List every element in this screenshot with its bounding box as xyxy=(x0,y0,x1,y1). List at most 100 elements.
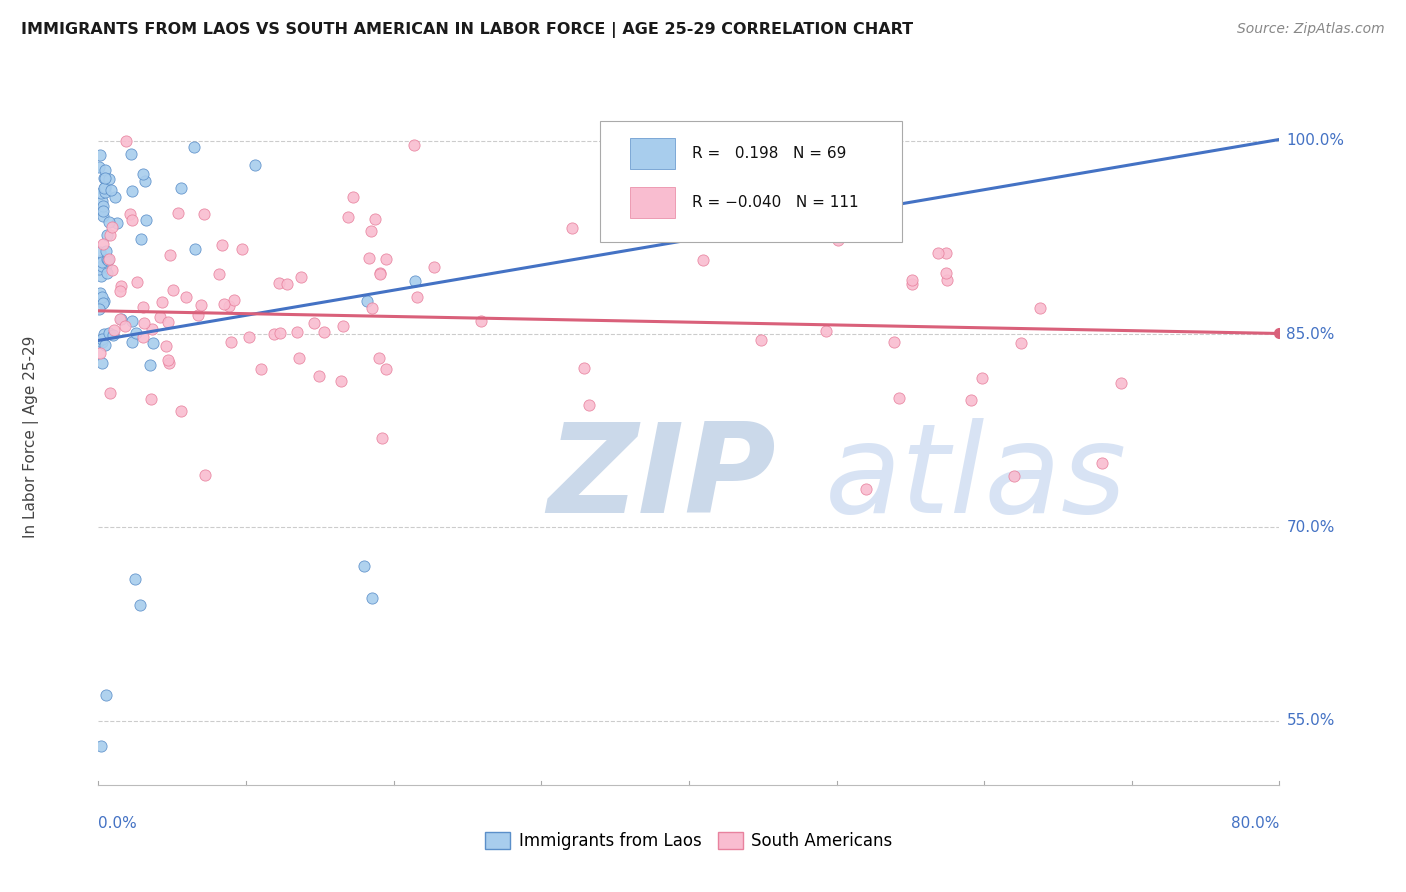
Point xyxy=(91,194,114,208)
Point xyxy=(314,325,336,339)
Point xyxy=(814,324,837,338)
Point xyxy=(155,339,177,353)
Point xyxy=(127,276,149,290)
Point xyxy=(108,311,131,326)
Point xyxy=(98,172,121,186)
Point xyxy=(245,157,267,171)
Point xyxy=(578,398,600,412)
Point xyxy=(765,224,787,238)
Point xyxy=(361,301,384,315)
Point xyxy=(263,326,285,341)
Point xyxy=(142,335,165,350)
Point xyxy=(91,252,114,267)
Point xyxy=(368,267,391,281)
Point xyxy=(368,351,391,365)
Point xyxy=(93,199,115,213)
Text: 70.0%: 70.0% xyxy=(1286,520,1334,535)
Point xyxy=(87,256,110,270)
Point xyxy=(100,183,122,197)
Point xyxy=(935,246,957,260)
Point xyxy=(561,221,583,235)
Point xyxy=(138,358,160,372)
Point xyxy=(162,283,184,297)
Point xyxy=(98,227,121,242)
Point xyxy=(97,252,120,266)
Text: 55.0%: 55.0% xyxy=(1286,713,1334,728)
Point xyxy=(374,361,396,376)
Point xyxy=(1109,376,1132,390)
Point xyxy=(250,362,273,376)
Point xyxy=(93,294,115,309)
Point xyxy=(749,333,772,347)
Point xyxy=(101,328,124,343)
Point xyxy=(211,238,233,252)
Point xyxy=(108,284,131,298)
Point xyxy=(96,266,118,280)
Point xyxy=(970,371,993,385)
Point xyxy=(1091,456,1114,470)
Point xyxy=(89,301,111,316)
Point xyxy=(290,270,312,285)
Point xyxy=(90,259,112,273)
Point xyxy=(98,326,121,340)
Text: 0.0%: 0.0% xyxy=(98,816,138,831)
Point xyxy=(132,330,155,344)
Point xyxy=(827,233,849,247)
Text: 100.0%: 100.0% xyxy=(1286,133,1344,148)
Point xyxy=(960,392,983,407)
Point xyxy=(103,323,125,337)
Point xyxy=(114,319,136,334)
Point xyxy=(238,330,260,344)
Point xyxy=(357,251,380,265)
Point xyxy=(332,318,354,333)
Point xyxy=(276,277,298,291)
Point xyxy=(887,391,910,405)
Point xyxy=(224,293,246,307)
Point xyxy=(105,216,128,230)
Point xyxy=(104,190,127,204)
FancyBboxPatch shape xyxy=(600,120,901,243)
Point xyxy=(337,210,360,224)
Point xyxy=(93,170,115,185)
Point xyxy=(101,220,124,235)
Point xyxy=(572,361,595,376)
Point xyxy=(287,351,309,365)
Point xyxy=(360,224,382,238)
Point xyxy=(190,297,212,311)
Point xyxy=(370,431,392,445)
Point xyxy=(157,315,180,329)
Point xyxy=(935,273,957,287)
Point xyxy=(356,294,378,309)
Text: atlas: atlas xyxy=(825,418,1126,540)
Point xyxy=(132,167,155,181)
Point xyxy=(121,184,143,198)
Text: ZIP: ZIP xyxy=(547,418,776,540)
Point xyxy=(135,212,157,227)
Point xyxy=(94,162,117,177)
Point xyxy=(901,277,924,291)
Point xyxy=(883,335,905,350)
Point xyxy=(128,598,150,612)
Point xyxy=(93,338,115,352)
Point xyxy=(692,253,714,268)
Point xyxy=(375,252,398,266)
Point xyxy=(94,688,117,702)
Point xyxy=(89,345,111,359)
Point xyxy=(157,353,180,368)
Point xyxy=(94,170,117,185)
Point xyxy=(93,181,115,195)
Point xyxy=(98,386,121,401)
Point xyxy=(141,321,163,335)
Point xyxy=(855,482,877,496)
Point xyxy=(96,252,118,266)
Point xyxy=(329,374,352,388)
Point xyxy=(302,316,325,330)
Point xyxy=(89,244,111,259)
Point xyxy=(131,300,153,314)
Point xyxy=(121,213,143,227)
Point xyxy=(89,148,111,162)
Point xyxy=(91,236,114,251)
Point xyxy=(91,209,114,223)
Point xyxy=(110,278,132,293)
Point xyxy=(115,134,138,148)
